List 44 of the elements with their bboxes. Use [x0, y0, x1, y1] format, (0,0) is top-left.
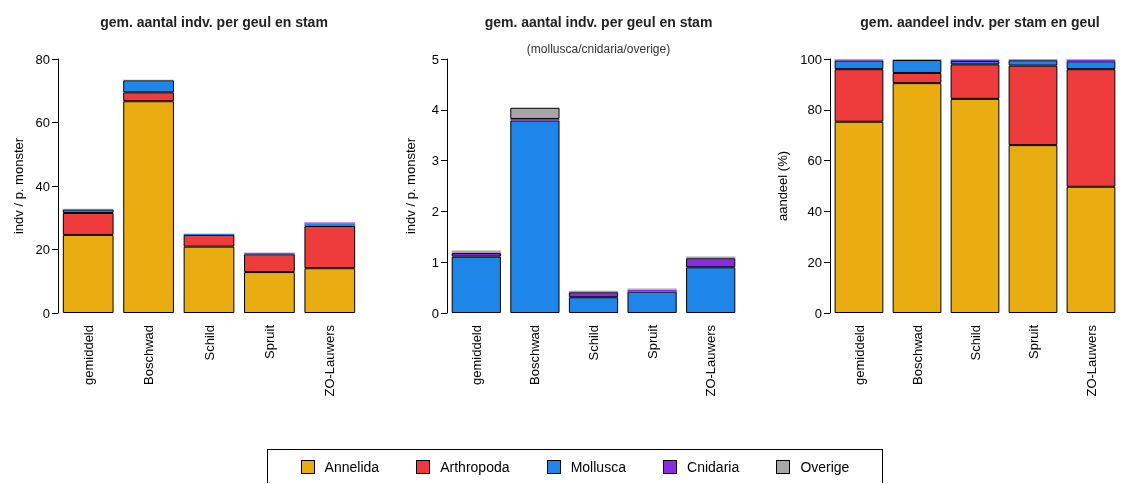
y-tick-label: 0 [42, 305, 50, 321]
x-tick-label: gemiddeld [80, 325, 96, 385]
legend-label: Annelida [324, 458, 380, 475]
x-tick-label: Boschwad [527, 325, 543, 385]
x-tick-label: Schild [586, 325, 601, 361]
chart-title: gem. aandeel indv. per stam en geul [860, 14, 1100, 30]
x-tick-label: ZO-Lauwers [322, 324, 338, 397]
y-axis-title: aandeel (%) [775, 150, 791, 222]
y-tick-label: 4 [431, 102, 439, 118]
x-tick-label: ZO-Lauwers [703, 324, 719, 397]
chart-title: gem. aantal indv. per geul en stam [484, 14, 713, 30]
x-tick-label: Boschwad [141, 325, 157, 385]
y-tick-label: 1 [431, 254, 439, 270]
x-tick-label: Spruit [1025, 324, 1041, 359]
y-axis-title: indv / p. monster [10, 137, 26, 235]
y-tick-label: 60 [35, 115, 50, 130]
y-tick-label: 20 [35, 242, 50, 257]
legend-label: Cnidaria [687, 458, 740, 475]
chart-subtitle: (mollusca/cnidaria/overige) [526, 42, 671, 56]
chart-title: gem. aantal indv. per geul en stam [100, 14, 328, 30]
legend-label: Mollusca [570, 458, 626, 475]
x-tick-label: gemiddeld [468, 325, 484, 385]
y-tick-label: 0 [431, 305, 439, 321]
y-tick-label: 60 [807, 153, 822, 169]
x-tick-label: Spruit [261, 324, 277, 359]
legend-label: Overige [800, 458, 850, 475]
y-tick-label: 0 [814, 305, 822, 321]
x-tick-label: ZO-Lauwers [1083, 324, 1099, 397]
y-axis-title: indv / p. monster [403, 137, 418, 235]
y-tick-label: 80 [807, 102, 822, 118]
y-tick-label: 2 [431, 203, 439, 219]
y-tick-label: 80 [35, 51, 50, 67]
y-tick-label: 5 [431, 51, 439, 67]
y-tick-label: 40 [35, 178, 50, 194]
x-tick-label: Boschwad [909, 325, 925, 385]
y-tick-label: 3 [431, 153, 439, 169]
x-tick-label: Schild [967, 325, 983, 361]
y-tick-label: 100 [800, 51, 822, 67]
x-tick-label: Schild [201, 325, 217, 361]
legend-label: Arthropoda [440, 458, 510, 475]
x-tick-label: gemiddeld [851, 325, 867, 385]
y-tick-label: 20 [807, 254, 822, 270]
x-tick-label: Spruit [644, 324, 660, 359]
y-tick-label: 40 [807, 203, 822, 219]
